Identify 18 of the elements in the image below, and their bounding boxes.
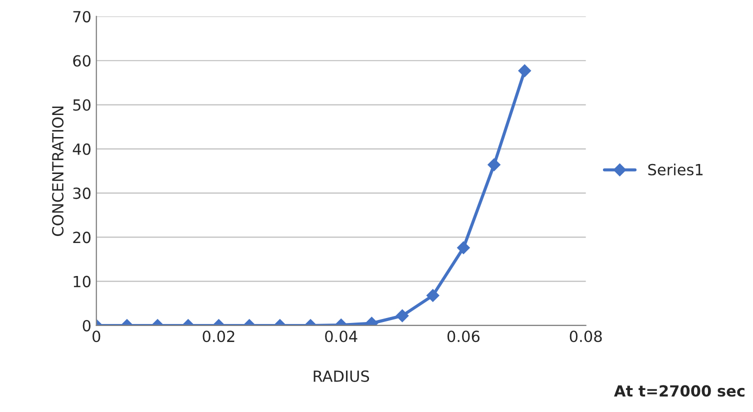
y-tick-label: 20 <box>73 232 91 244</box>
x-tick-label: 0.02 <box>202 330 234 342</box>
y-tick-label: 50 <box>73 99 91 111</box>
text: At t=27000 sec <box>614 385 744 397</box>
y-tick-label: 70 <box>73 10 91 22</box>
x-tick-label: 0.06 <box>447 330 480 342</box>
point <box>488 158 500 172</box>
x-tick-label: 0 <box>92 330 100 342</box>
x-tick-label: 0.08 <box>570 330 602 342</box>
y-tick-label: 30 <box>73 188 91 200</box>
y-tick-label: 0 <box>82 320 91 332</box>
y-tick-label: 10 <box>74 276 91 288</box>
y-axis-title: CONCENTRATION <box>52 106 64 236</box>
x-tick-label: 0.04 <box>325 330 358 342</box>
legend-label: Series1 <box>648 164 703 176</box>
x-axis-title: RADIUS <box>314 370 370 382</box>
y-tick-label: 60 <box>73 55 91 67</box>
y-tick-label: 40 <box>72 143 91 155</box>
